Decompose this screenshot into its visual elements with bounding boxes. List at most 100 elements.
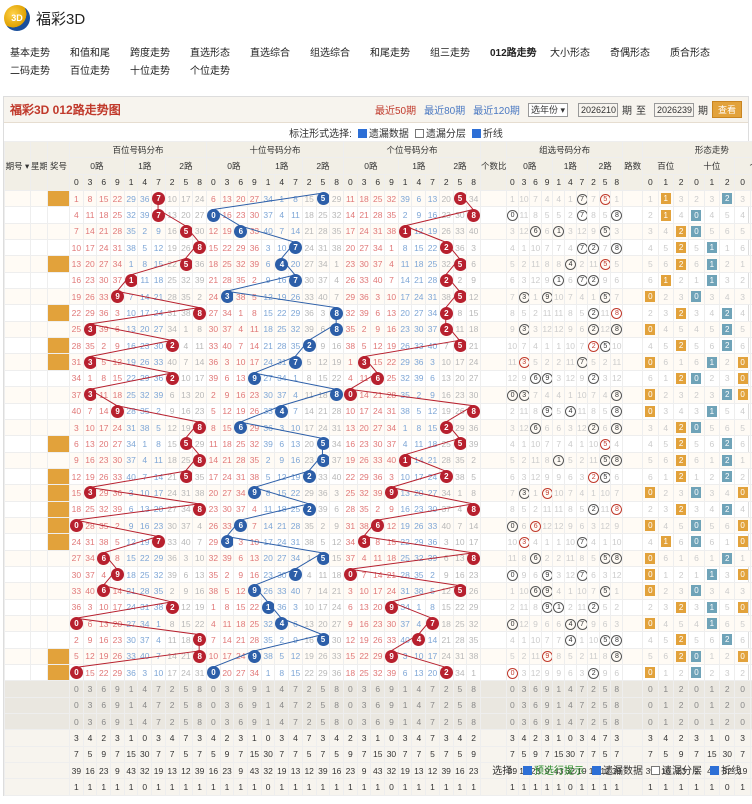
preselect-cell[interactable]: 5 bbox=[178, 713, 194, 731]
preselect-cell[interactable]: 7 bbox=[425, 680, 440, 698]
nav-item[interactable]: 跨度走势 bbox=[130, 47, 170, 59]
preselect-cell[interactable]: 2 bbox=[438, 680, 454, 698]
preselect-cell[interactable]: 1 bbox=[260, 713, 276, 731]
preselect-cell[interactable]: 3 bbox=[219, 680, 235, 698]
preselect-cell[interactable]: 2 bbox=[719, 713, 736, 731]
preselect-cell[interactable]: 7 bbox=[425, 713, 440, 731]
recent-120-link[interactable]: 最近120期 bbox=[473, 106, 520, 117]
preselect-cell[interactable]: 3 bbox=[82, 680, 98, 698]
preselect-cell[interactable]: 5 bbox=[452, 713, 468, 731]
opt-miss[interactable]: 遗漏数据 bbox=[357, 125, 409, 140]
preselect-cell[interactable]: 0 bbox=[69, 713, 84, 731]
preselect-cell[interactable]: 0 bbox=[642, 696, 659, 715]
preselect-cell[interactable]: 3 bbox=[82, 713, 98, 731]
preselect-cell[interactable]: 2 bbox=[301, 680, 317, 698]
preselect-cell[interactable]: 0 bbox=[688, 680, 705, 698]
preselect-cell[interactable]: 9 bbox=[540, 713, 554, 731]
nav-item[interactable]: 大小形态 bbox=[550, 47, 590, 59]
preselect-cell[interactable]: 1 bbox=[123, 696, 139, 715]
preselect-cell[interactable]: 5 bbox=[452, 696, 468, 715]
query-button[interactable]: 查看 bbox=[711, 101, 742, 118]
preselect-cell[interactable]: 8 bbox=[329, 713, 345, 731]
preselect-cell[interactable]: 9 bbox=[384, 713, 399, 731]
preselect-cell[interactable]: 4 bbox=[137, 696, 153, 715]
checkbox-icon[interactable] bbox=[651, 766, 660, 776]
preselect-cell[interactable]: 1 bbox=[397, 680, 413, 698]
nav-item[interactable]: 直选综合 bbox=[250, 47, 290, 59]
preselect-cell[interactable]: 1 bbox=[703, 680, 721, 698]
preselect-cell[interactable]: 1 bbox=[397, 713, 413, 731]
preselect-cell[interactable]: 3 bbox=[82, 696, 98, 715]
preselect-cell[interactable]: 0 bbox=[206, 680, 221, 698]
preselect-cell[interactable]: 0 bbox=[69, 696, 84, 715]
nav-item[interactable]: 和尾走势 bbox=[370, 47, 410, 59]
preselect-cell[interactable]: 0 bbox=[642, 713, 659, 731]
preselect-cell[interactable]: 8 bbox=[192, 680, 208, 698]
preselect-cell[interactable]: 3 bbox=[356, 696, 372, 715]
nav-item[interactable]: 十位走势 bbox=[130, 65, 170, 77]
preselect-cell[interactable]: 6 bbox=[370, 713, 386, 731]
preselect-cell[interactable]: 7 bbox=[575, 713, 589, 731]
preselect-cell[interactable]: 3 bbox=[517, 713, 531, 731]
checkbox-icon[interactable] bbox=[710, 766, 719, 776]
preselect-cell[interactable]: 2 bbox=[164, 680, 180, 698]
preselect-cell[interactable]: 0 bbox=[506, 713, 519, 731]
preselect-cell[interactable]: 8 bbox=[192, 713, 208, 731]
preselect-cell[interactable]: 1 bbox=[552, 713, 565, 731]
preselect-cell[interactable]: 4 bbox=[137, 680, 153, 698]
preselect-cell[interactable]: 6 bbox=[529, 696, 542, 715]
checkbox-icon[interactable] bbox=[592, 766, 601, 776]
recent-80-link[interactable]: 最近80期 bbox=[424, 106, 466, 117]
preselect-cell[interactable]: 3 bbox=[517, 696, 531, 715]
preselect-cell[interactable]: 7 bbox=[288, 713, 303, 731]
preselect-cell[interactable]: 1 bbox=[703, 713, 721, 731]
preselect-cell[interactable]: 5 bbox=[178, 696, 194, 715]
preselect-cell[interactable]: 4 bbox=[137, 713, 153, 731]
opt-miss-layer[interactable]: 遗漏分层 bbox=[414, 125, 466, 140]
preselect-cell[interactable]: 2 bbox=[164, 696, 180, 715]
preselect-cell[interactable]: 2 bbox=[164, 713, 180, 731]
preselect-cell[interactable]: 4 bbox=[411, 696, 427, 715]
preselect-cell[interactable]: 0 bbox=[343, 696, 358, 715]
preselect-cell[interactable]: 0 bbox=[734, 680, 751, 698]
preselect-cell[interactable]: 4 bbox=[274, 696, 290, 715]
nav-item[interactable]: 奇偶形态 bbox=[610, 47, 650, 59]
col-issue[interactable]: 期号 ▾ bbox=[4, 140, 31, 192]
preselect-cell[interactable]: 0 bbox=[206, 696, 221, 715]
preselect-cell[interactable]: 1 bbox=[657, 696, 674, 715]
preselect-cell[interactable]: 2 bbox=[438, 696, 454, 715]
preselect-cell[interactable]: 4 bbox=[274, 680, 290, 698]
preselect-cell[interactable]: 3 bbox=[517, 680, 531, 698]
preselect-cell[interactable]: 5 bbox=[598, 696, 612, 715]
preselect-cell[interactable]: 9 bbox=[540, 696, 554, 715]
checkbox-icon[interactable] bbox=[523, 766, 532, 776]
nav-item[interactable]: 012路走势 bbox=[490, 47, 537, 59]
preselect-cell[interactable]: 4 bbox=[564, 680, 577, 698]
preselect-cell[interactable]: 5 bbox=[598, 680, 612, 698]
bottom-miss-layer[interactable]: 遗漏分层 bbox=[651, 762, 702, 777]
preselect-cell[interactable]: 9 bbox=[247, 696, 262, 715]
preselect-cell[interactable]: 7 bbox=[288, 696, 303, 715]
preselect-cell[interactable]: 4 bbox=[274, 713, 290, 731]
nav-item[interactable]: 百位走势 bbox=[70, 65, 110, 77]
preselect-cell[interactable]: 3 bbox=[219, 713, 235, 731]
preselect-cell[interactable]: 8 bbox=[466, 696, 482, 715]
preselect-cell[interactable]: 7 bbox=[151, 680, 166, 698]
to-period-input[interactable]: 2026239 bbox=[653, 102, 694, 117]
preselect-cell[interactable]: 0 bbox=[688, 713, 705, 731]
preselect-cell[interactable]: 6 bbox=[370, 696, 386, 715]
preselect-cell[interactable]: 6 bbox=[233, 696, 249, 715]
preselect-cell[interactable]: 2 bbox=[672, 696, 690, 715]
preselect-cell[interactable]: 8 bbox=[329, 680, 345, 698]
preselect-cell[interactable]: 7 bbox=[575, 696, 589, 715]
preselect-cell[interactable]: 0 bbox=[642, 680, 659, 698]
nav-item[interactable]: 组三走势 bbox=[430, 47, 470, 59]
preselect-cell[interactable]: 2 bbox=[587, 713, 600, 731]
checkbox-icon[interactable] bbox=[414, 129, 424, 139]
preselect-cell[interactable]: 2 bbox=[587, 680, 600, 698]
checkbox-icon[interactable] bbox=[357, 129, 367, 139]
preselect-cell[interactable]: 8 bbox=[466, 680, 482, 698]
preselect-cell[interactable]: 1 bbox=[703, 696, 721, 715]
preselect-cell[interactable]: 2 bbox=[719, 696, 736, 715]
